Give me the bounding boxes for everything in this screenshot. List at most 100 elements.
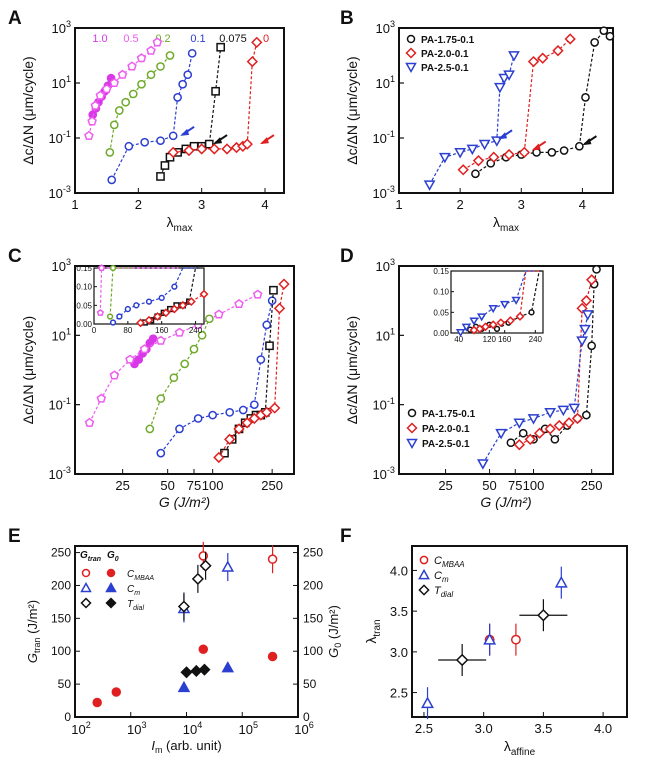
inset-data-point <box>505 316 515 326</box>
legend-marker-open <box>80 581 92 593</box>
data-point <box>537 608 550 622</box>
data-point <box>576 336 588 347</box>
data-point <box>590 38 600 47</box>
arrow-head <box>498 132 508 140</box>
data-point <box>152 37 163 47</box>
data-point <box>510 634 521 645</box>
inset-data-point <box>106 313 114 320</box>
panel-B: B 10-3 10-1 101 103 1 2 3 4 λmax Δc/ΔN (μm/cycle) P… <box>340 8 615 234</box>
legend-marker <box>406 438 418 450</box>
data-point <box>262 320 272 330</box>
data-point <box>183 144 195 157</box>
inset-y-tick-label: 0.00 <box>433 329 449 338</box>
data-point <box>278 278 290 290</box>
inset-x-tick-label: 240 <box>189 326 203 335</box>
data-point <box>503 70 515 81</box>
data-point <box>221 560 235 572</box>
data-point <box>533 427 546 439</box>
data-point <box>125 354 135 364</box>
y2-tick-label: 100 <box>303 644 323 658</box>
inset-data-point <box>499 300 510 309</box>
x-tick-label: 104 <box>183 720 203 737</box>
data-point <box>84 130 94 140</box>
legend-label: Tdial <box>127 599 144 612</box>
data-point <box>438 152 451 164</box>
panel-letter-E: E <box>8 526 21 547</box>
panel-letter-D: D <box>340 246 354 267</box>
legend-label: PA-2.0-0.1 <box>422 424 470 435</box>
data-point <box>211 86 220 96</box>
plot-frame-C <box>74 265 295 475</box>
data-point <box>224 433 236 445</box>
legend-label: CMBAA <box>434 555 465 569</box>
panel-letter-B: B <box>340 8 354 29</box>
x-tick-label: 75 <box>187 478 201 493</box>
data-point <box>165 51 175 60</box>
y-tick-label: 10-1 <box>372 129 395 146</box>
x-tick-label: 105 <box>238 720 258 737</box>
data-point <box>527 55 540 68</box>
legend-marker-open <box>80 597 92 609</box>
y-axis-label: λtran <box>363 619 383 643</box>
data-point <box>559 146 569 155</box>
series-line <box>482 314 589 464</box>
data-point <box>599 26 609 36</box>
y-tick-label: 103 <box>51 19 71 36</box>
inset-data-point <box>481 322 490 332</box>
data-point <box>156 62 165 71</box>
panel-F: F 2.5 3.0 3.5 4.0 2.5 3.0 3.5 4.0 λaffine λtran CMB… <box>340 526 628 758</box>
inset-data-point <box>199 289 209 299</box>
data-point <box>249 400 259 410</box>
arrow-head <box>180 128 190 136</box>
data-point <box>421 696 434 709</box>
x-tick-label: 3.5 <box>534 721 552 736</box>
data-point <box>466 144 479 156</box>
data-point <box>189 344 199 354</box>
y-tick-label: 101 <box>51 74 71 91</box>
y-axis-label: Δc/ΔN (μm/cycle) <box>344 56 360 164</box>
inset-data-point <box>469 317 479 326</box>
data-point <box>139 344 150 354</box>
y-tick-label: 10-3 <box>48 184 71 201</box>
legend-marker <box>405 62 417 74</box>
panel-C: C 10-3 10-1 101 103 25 50 75 100 250 G (J/m²) Δc/ΔN… <box>8 246 295 510</box>
legend-label: PA-1.75-0.1 <box>421 35 475 46</box>
data-point <box>156 448 166 458</box>
data-point <box>605 31 615 41</box>
data-point <box>177 600 191 613</box>
y2-tick-label: 0 <box>303 710 310 724</box>
inset-series-line <box>112 267 200 323</box>
y-tick-label: 3.0 <box>390 645 408 660</box>
x-axis-label: Im (arb. unit) <box>151 738 221 755</box>
data-point <box>109 120 119 130</box>
plot-frame-B <box>398 27 614 194</box>
data-point <box>111 687 122 697</box>
data-point <box>225 408 235 417</box>
y-tick-label: 50 <box>58 677 72 691</box>
data-point <box>134 355 144 364</box>
data-point <box>267 554 278 564</box>
data-point <box>554 575 568 588</box>
y-tick-label: 10-1 <box>372 396 395 413</box>
inset-data-point <box>488 305 498 314</box>
data-point <box>198 663 211 676</box>
legend-marker <box>406 34 416 44</box>
data-point <box>506 438 516 448</box>
data-point <box>197 330 207 340</box>
series-line <box>475 29 611 175</box>
x-tick-label: 106 <box>294 720 314 737</box>
data-point <box>140 137 150 147</box>
data-point <box>208 410 218 420</box>
data-point <box>221 661 235 673</box>
x-tick-label: 3 <box>198 197 205 212</box>
data-point <box>137 79 146 89</box>
legend-label: Tdial <box>434 585 453 599</box>
data-point <box>136 53 147 63</box>
data-point <box>537 52 549 64</box>
data-point <box>568 403 581 415</box>
data-point <box>156 335 166 345</box>
legend-label: 0.075 <box>219 33 247 45</box>
inset-y-tick-label: 0.10 <box>76 283 92 292</box>
inset-data-point <box>116 313 123 320</box>
legend-label: 0.5 <box>123 33 138 45</box>
